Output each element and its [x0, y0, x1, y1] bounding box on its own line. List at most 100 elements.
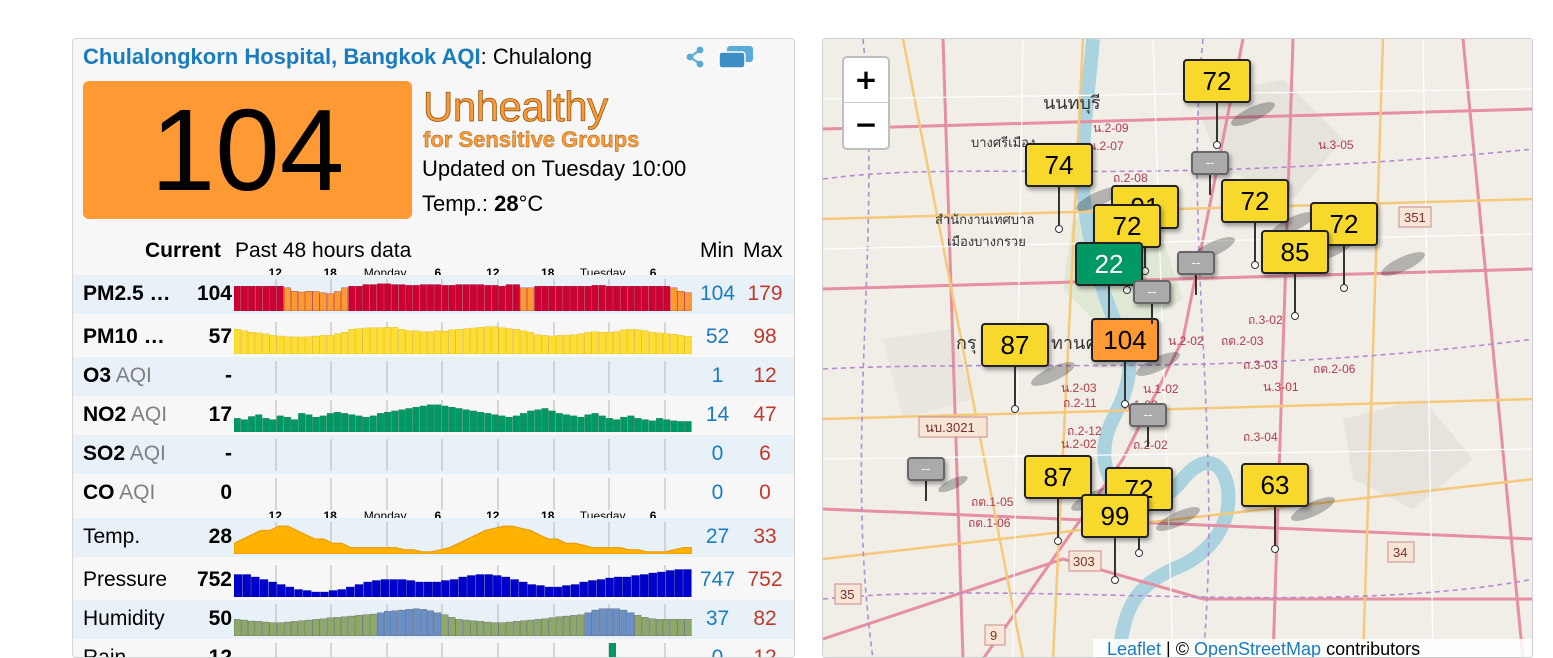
spark-bar	[405, 330, 413, 354]
aqi-map-marker[interactable]: 22	[1075, 242, 1143, 286]
spark-bar	[283, 416, 291, 432]
sparkline-chart[interactable]	[234, 400, 692, 432]
spark-bar	[663, 619, 671, 636]
marker-pin-dot	[1291, 312, 1299, 320]
sparkline-chart[interactable]	[234, 322, 692, 354]
spark-bar	[311, 591, 320, 597]
aqi-map-marker[interactable]: 72	[1183, 59, 1251, 103]
zoom-out-button[interactable]: −	[854, 108, 878, 141]
spark-bar	[634, 286, 642, 311]
marker-pin	[1147, 427, 1149, 447]
spark-bar	[541, 335, 549, 354]
spark-bar	[441, 580, 450, 597]
sparkline-chart[interactable]	[234, 279, 692, 311]
osm-link[interactable]: OpenStreetMap	[1194, 639, 1322, 658]
station-link[interactable]: Chulalongkorn Hospital, Bangkok AQI	[83, 44, 481, 69]
spark-bar	[398, 409, 406, 432]
spark-bar	[434, 404, 442, 432]
spark-bar	[255, 414, 263, 432]
spark-bar	[384, 412, 391, 432]
aqi-map-marker[interactable]: 63	[1241, 463, 1309, 507]
sparkline-chart[interactable]	[234, 361, 692, 393]
spark-bar	[234, 619, 241, 636]
spark-bar	[384, 611, 391, 636]
spark-bar	[242, 574, 251, 597]
no-data-map-marker[interactable]: --	[1133, 280, 1171, 304]
spark-bar	[441, 614, 449, 636]
sparkline-chart[interactable]	[234, 478, 692, 510]
updated-time: Updated on Tuesday 10:00	[422, 156, 687, 181]
row-current-value: 0	[220, 481, 232, 504]
svg-text:น.2-03: น.2-03	[1061, 381, 1097, 395]
aqi-map-marker[interactable]: 74	[1025, 143, 1093, 187]
spark-bar	[462, 328, 470, 354]
spark-bar	[398, 329, 406, 354]
sparkline-chart[interactable]	[234, 522, 692, 554]
aqi-map-marker[interactable]: 87	[981, 323, 1049, 367]
spark-bar	[591, 413, 599, 432]
spark-bar	[369, 284, 377, 311]
header-current: Current	[145, 239, 221, 262]
spark-bar	[577, 416, 585, 432]
share-icon[interactable]	[683, 45, 707, 69]
sparkline-chart[interactable]	[234, 604, 692, 636]
no-data-map-marker[interactable]: --	[907, 457, 945, 481]
spark-bar	[319, 335, 327, 354]
route-9: 9	[990, 628, 997, 643]
spark-bar	[563, 615, 570, 636]
spark-bar	[548, 410, 556, 432]
sparkline-chart[interactable]	[234, 643, 692, 658]
pollutant-row: Humidity 50 37 82	[73, 600, 794, 639]
row-current-value: 28	[208, 525, 232, 548]
aqi-map-marker[interactable]: 99	[1081, 494, 1149, 538]
aqi-map-marker[interactable]: 72	[1310, 202, 1378, 246]
spark-bar	[412, 407, 420, 432]
svg-text:ถ.2-11: ถ.2-11	[1063, 396, 1097, 410]
spark-bar	[362, 416, 370, 432]
row-max-value: 47	[753, 403, 777, 426]
spark-bar	[484, 413, 492, 432]
row-current-value: 104	[196, 282, 232, 305]
spark-bar	[656, 286, 663, 311]
no-data-map-marker[interactable]: --	[1191, 151, 1229, 175]
aqi-map-marker[interactable]: 87	[1024, 455, 1092, 499]
sparkline-chart[interactable]	[234, 439, 692, 471]
row-label: NO2 AQI	[83, 402, 167, 428]
spark-bar	[441, 285, 449, 311]
spark-bar	[234, 418, 241, 432]
aqi-map-marker[interactable]: 85	[1261, 230, 1329, 274]
row-label-main: SO2	[83, 442, 126, 465]
no-data-map-marker[interactable]: --	[1129, 403, 1167, 427]
marker-pin	[1254, 223, 1256, 263]
map-tiles[interactable]: 351 34 35 9 303 นบ.3021 นนทบุรี บางศรีเม…	[823, 39, 1533, 658]
map-panel[interactable]: 351 34 35 9 303 นบ.3021 นนทบุรี บางศรีเม…	[822, 38, 1533, 658]
spark-bar	[372, 580, 381, 597]
spark-bar	[406, 580, 416, 597]
spark-bar	[519, 581, 528, 597]
spark-bar	[484, 574, 493, 597]
spark-bar	[674, 569, 683, 597]
no-data-map-marker[interactable]: --	[1177, 251, 1215, 275]
row-label-main: O3	[83, 364, 112, 387]
spark-bar	[563, 286, 570, 311]
time-axis-label: 6	[649, 509, 657, 523]
leaflet-link[interactable]: Leaflet	[1107, 639, 1162, 658]
marker-pin	[1058, 187, 1060, 227]
svg-text:น.2-02: น.2-02	[1168, 334, 1204, 348]
marker-pin	[1144, 229, 1146, 269]
zoom-in-button[interactable]: +	[844, 58, 888, 103]
aqi-map-marker[interactable]: 72	[1221, 179, 1289, 223]
row-max-value: 6	[759, 442, 771, 465]
spark-bar	[591, 285, 599, 311]
spark-bar	[298, 291, 306, 311]
aqi-map-marker[interactable]: 104	[1091, 318, 1159, 362]
spark-bar	[613, 286, 620, 311]
sparkline-chart[interactable]	[234, 565, 692, 597]
devices-icon[interactable]	[718, 45, 754, 69]
pollutant-row: NO2 AQI 17 14 47	[73, 396, 794, 435]
spark-bar	[641, 286, 649, 311]
aqi-status-sub: for Sensitive Groups	[423, 127, 640, 152]
spark-bar	[663, 333, 671, 354]
spark-bar	[641, 330, 649, 354]
spark-bar	[305, 619, 313, 636]
